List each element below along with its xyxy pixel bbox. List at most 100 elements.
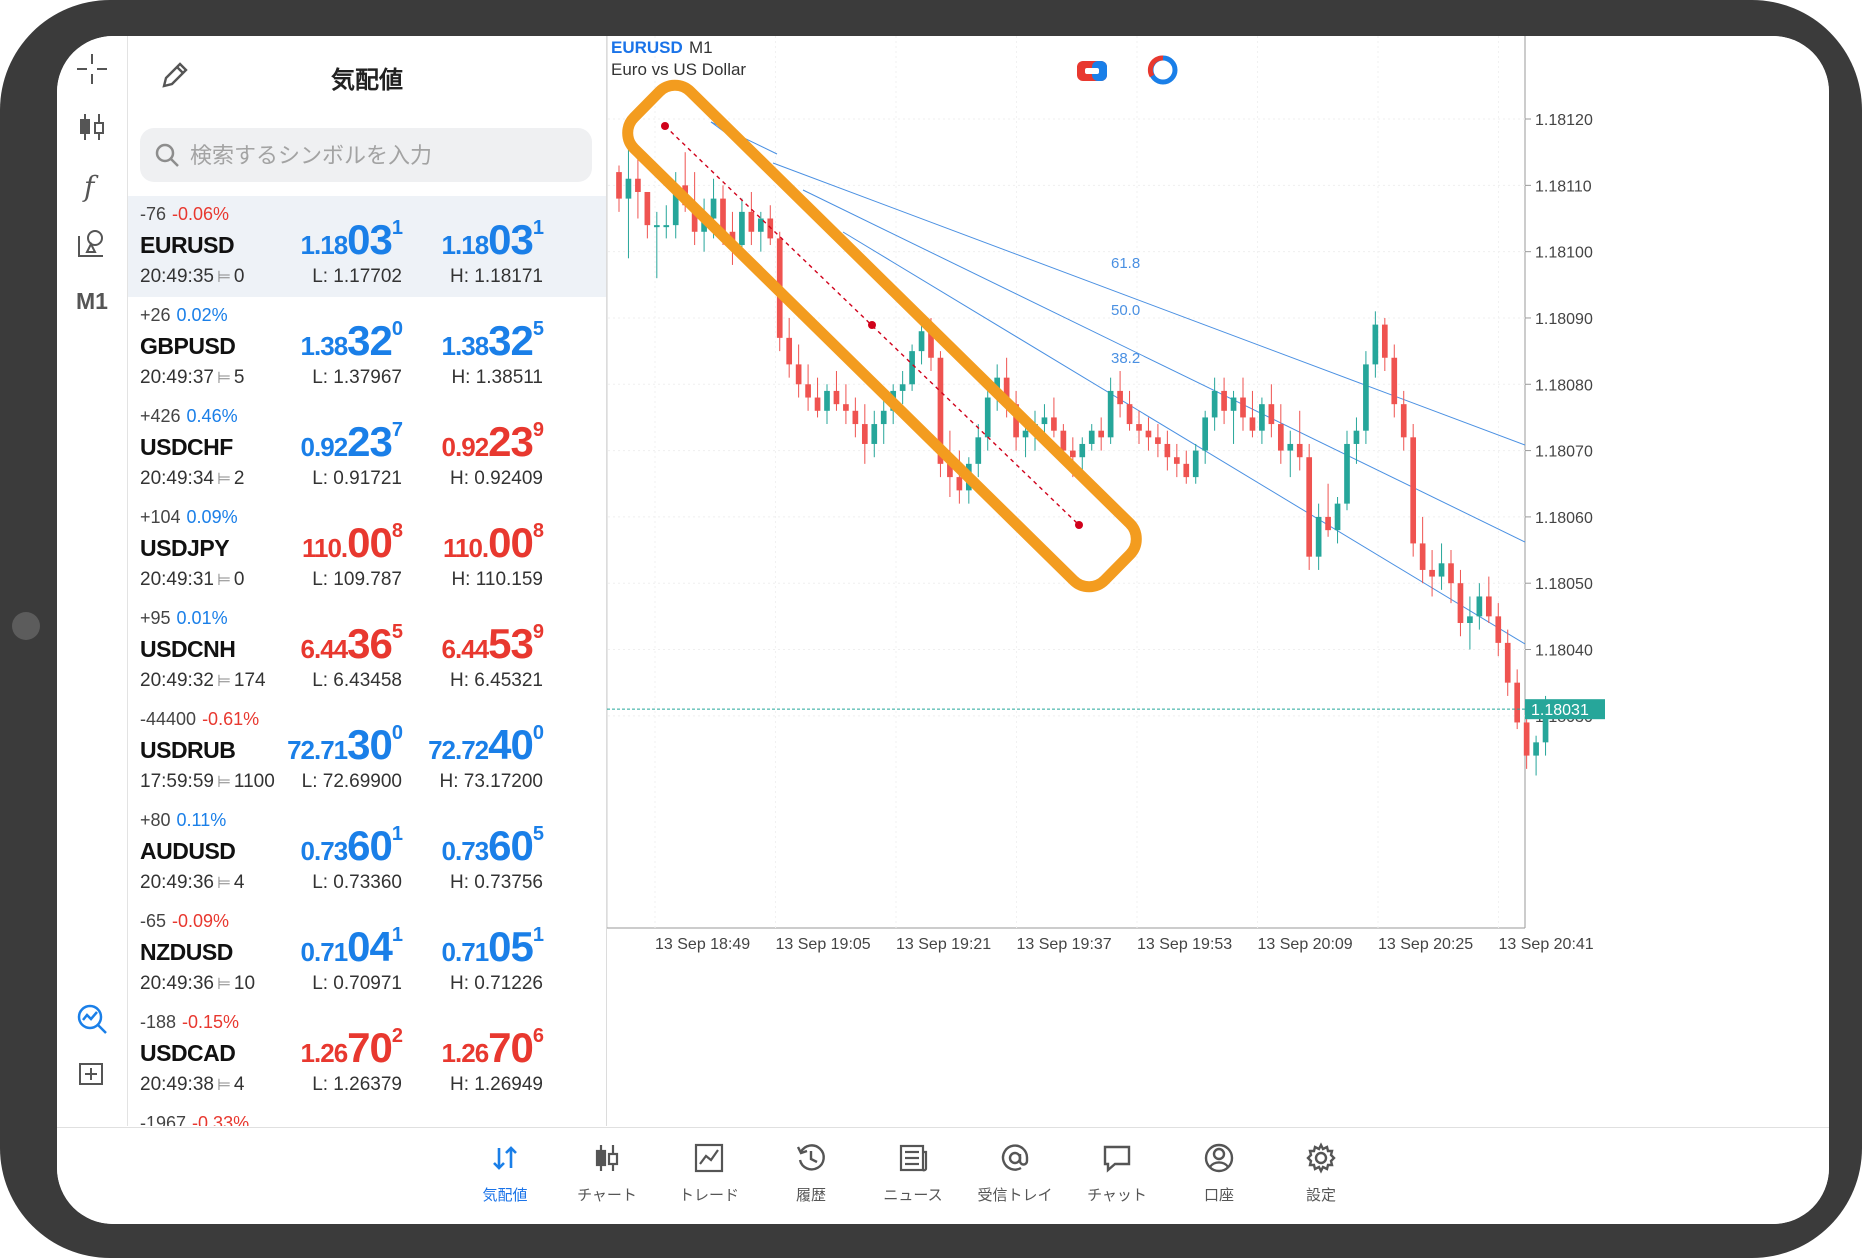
quote-spread: 1100 bbox=[233, 771, 275, 792]
quote-spread: 4 bbox=[233, 1074, 245, 1095]
quote-percent: 0.01% bbox=[176, 608, 228, 628]
bid-price: 1.26702 bbox=[300, 1024, 403, 1071]
candle-body bbox=[1495, 616, 1502, 643]
crosshair-icon[interactable] bbox=[69, 46, 115, 92]
nav-news[interactable]: ニュース bbox=[867, 1128, 959, 1218]
candle-body bbox=[691, 205, 698, 232]
nav-accounts[interactable]: 口座 bbox=[1173, 1128, 1265, 1218]
timeframe-button[interactable]: M1 bbox=[76, 287, 108, 314]
quote-change: -65 -0.09% bbox=[140, 911, 230, 931]
one-click-trading-icon[interactable] bbox=[1076, 58, 1108, 84]
trade-signals-icon[interactable] bbox=[69, 996, 115, 1042]
quote-low: L: 0.91721 bbox=[312, 468, 402, 489]
quote-row[interactable]: +426 0.46% USDCHF 20:49:34 ⊨ 2 0.92237 0.92239 L… bbox=[128, 398, 606, 499]
price-label: 1.18080 bbox=[1535, 377, 1593, 394]
candle-body bbox=[710, 198, 717, 219]
search-input[interactable] bbox=[188, 136, 582, 176]
indicator-icon[interactable]: f bbox=[69, 162, 115, 208]
nav-quotes[interactable]: 気配値 bbox=[459, 1128, 551, 1218]
symbol-search[interactable] bbox=[140, 128, 592, 182]
chat-bubble-icon bbox=[1103, 1145, 1131, 1173]
add-icon[interactable] bbox=[69, 1050, 115, 1096]
quote-percent: -0.15% bbox=[182, 1012, 240, 1032]
at-sign-icon bbox=[1001, 1144, 1029, 1171]
price-label: 1.18090 bbox=[1535, 311, 1593, 328]
edit-icon[interactable] bbox=[158, 58, 192, 92]
quote-time: 20:49:34 ⊨ 2 bbox=[140, 468, 245, 489]
fib-level-label: 38.2 bbox=[1111, 350, 1140, 367]
ask-price: 72.72400 bbox=[428, 721, 544, 768]
page-title: 気配値 bbox=[331, 67, 403, 94]
candle-body bbox=[824, 390, 830, 411]
candle-body bbox=[1155, 437, 1161, 444]
trend-anchor-end bbox=[1075, 521, 1083, 529]
nav-settings[interactable]: 設定 bbox=[1275, 1128, 1367, 1218]
candle-body bbox=[1060, 430, 1067, 451]
highlight-outline bbox=[622, 79, 1142, 593]
candle-body bbox=[1438, 563, 1445, 577]
candle-body bbox=[937, 357, 944, 464]
objects-icon[interactable] bbox=[69, 220, 115, 266]
chart-symbol[interactable]: EURUSD bbox=[611, 38, 683, 57]
quote-row[interactable]: -188 -0.15% USDCAD 20:49:38 ⊨ 4 1.26702 1.26706… bbox=[128, 1004, 606, 1105]
spread-icon: ⊨ bbox=[216, 370, 231, 387]
quote-percent: -0.09% bbox=[172, 911, 230, 931]
quote-row[interactable]: +95 0.01% USDCNH 20:49:32 ⊨ 174 6.44365 6.44539… bbox=[128, 600, 606, 701]
chart-area[interactable]: 1.18120 1.18110 1.18100 1.18090 1.18080 1.180… bbox=[607, 36, 1829, 1126]
nav-chart[interactable]: チャート bbox=[561, 1128, 653, 1218]
quote-row[interactable]: +80 0.11% AUDUSD 20:49:36 ⊨ 4 0.73601 0.73605 L:… bbox=[128, 802, 606, 903]
candle-body bbox=[1192, 450, 1199, 478]
candle-body bbox=[1372, 324, 1379, 365]
quote-row[interactable]: -76 -0.06% EURUSD 20:49:35 ⊨ 0 1.18031 1.18031 L… bbox=[128, 196, 606, 297]
quote-high: H: 0.73756 bbox=[450, 872, 543, 893]
quote-row[interactable]: +26 0.02% GBPUSD 20:49:37 ⊨ 5 1.38320 1.38325 L:… bbox=[128, 297, 606, 398]
spread-icon: ⊨ bbox=[216, 269, 231, 286]
candle-body bbox=[928, 331, 934, 358]
quote-symbol: AUDUSD bbox=[140, 838, 236, 864]
quote-row[interactable]: -1967 -0.33% bbox=[128, 1105, 606, 1126]
candle-body bbox=[701, 218, 707, 232]
quote-low: L: 1.17702 bbox=[312, 266, 402, 287]
quote-row[interactable]: -65 -0.09% NZDUSD 20:49:36 ⊨ 10 0.71041 0.71051… bbox=[128, 903, 606, 1004]
candle-body bbox=[899, 384, 906, 391]
quote-spread: 0 bbox=[233, 266, 245, 287]
nav-history[interactable]: 履歴 bbox=[765, 1128, 857, 1218]
candle-body bbox=[975, 437, 982, 464]
candle-body bbox=[1126, 404, 1133, 425]
bid-price: 110.008 bbox=[301, 519, 403, 566]
chart-timeframe[interactable]: M1 bbox=[689, 38, 713, 57]
chart-type-icon[interactable] bbox=[69, 104, 115, 150]
candle-body bbox=[1221, 390, 1227, 411]
quote-percent: 0.46% bbox=[186, 406, 238, 426]
nav-mailbox[interactable]: 受信トレイ bbox=[969, 1128, 1061, 1218]
quote-symbol: USDRUB bbox=[140, 737, 236, 763]
candle-body bbox=[918, 331, 925, 352]
nav-chat[interactable]: チャット bbox=[1071, 1128, 1163, 1218]
candle-body bbox=[909, 351, 915, 385]
indicator-list-icon[interactable] bbox=[1147, 54, 1179, 86]
candle-body bbox=[1202, 417, 1209, 451]
candle-body bbox=[1259, 404, 1265, 431]
quote-percent: -0.06% bbox=[172, 204, 230, 224]
quote-percent: 0.11% bbox=[176, 810, 227, 830]
candle-body bbox=[1117, 390, 1123, 405]
quote-symbol: EURUSD bbox=[140, 232, 235, 258]
quote-row[interactable]: +104 0.09% USDJPY 20:49:31 ⊨ 0 110.008 110.008 L… bbox=[128, 499, 606, 600]
quote-time: 20:49:37 ⊨ 5 bbox=[140, 367, 245, 388]
left-toolbar: f M1 bbox=[57, 36, 128, 1126]
quote-time: 20:49:36 ⊨ 10 bbox=[140, 973, 256, 994]
candle-body bbox=[1003, 377, 1010, 405]
quote-row[interactable]: -44400 -0.61% USDRUB 17:59:59 ⊨ 1100 72.71300 7… bbox=[128, 701, 606, 802]
price-chart[interactable]: 1.18120 1.18110 1.18100 1.18090 1.18080 1.180… bbox=[607, 36, 1829, 1126]
app-screen: f M1 気配値 -76-0.06 bbox=[57, 36, 1829, 1224]
quote-time: 20:49:36 ⊨ 4 bbox=[140, 872, 245, 893]
candle-body bbox=[1211, 390, 1218, 418]
nav-trade[interactable]: トレード bbox=[663, 1128, 755, 1218]
ask-price: 6.44539 bbox=[441, 620, 544, 667]
candle-body bbox=[947, 463, 953, 478]
candle-body bbox=[1088, 430, 1095, 444]
quote-time: 17:59:59 ⊨ 1100 bbox=[140, 771, 275, 792]
candle-body bbox=[767, 218, 774, 239]
quote-spread: 0 bbox=[233, 569, 245, 590]
bid-price: 1.18031 bbox=[300, 216, 403, 263]
